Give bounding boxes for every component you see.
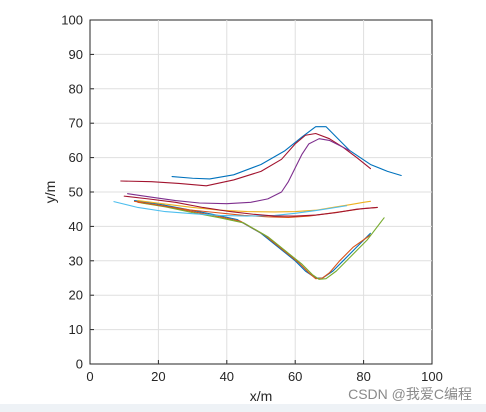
trajectory-line-3 xyxy=(127,138,351,205)
y-tick-label: 100 xyxy=(61,13,83,28)
x-tick-label: 60 xyxy=(288,369,302,384)
y-axis-label: y/m xyxy=(42,181,58,204)
x-axis-label: x/m xyxy=(250,388,273,404)
y-tick-label: 20 xyxy=(69,288,83,303)
trajectory-line-1 xyxy=(171,126,402,180)
y-tick-label: 90 xyxy=(69,47,83,62)
bottom-strip xyxy=(0,404,486,412)
y-ticks: 0 10 20 30 40 50 60 70 80 90 100 xyxy=(61,13,94,372)
trajectory-line-10 xyxy=(123,195,378,217)
watermark: CSDN @我爱C编程 xyxy=(348,386,472,402)
grid xyxy=(90,20,432,364)
y-tick-label: 60 xyxy=(69,150,83,165)
y-tick-label: 10 xyxy=(69,322,83,337)
trajectory-line-9 xyxy=(113,201,348,217)
x-ticks: 0 20 40 60 80 100 xyxy=(86,360,443,384)
x-tick-label: 40 xyxy=(220,369,234,384)
y-tick-label: 70 xyxy=(69,116,83,131)
y-tick-label: 80 xyxy=(69,81,83,96)
y-tick-label: 50 xyxy=(69,185,83,200)
x-tick-label: 20 xyxy=(151,369,165,384)
y-tick-label: 30 xyxy=(69,253,83,268)
x-tick-label: 100 xyxy=(421,369,443,384)
y-tick-label: 40 xyxy=(69,219,83,234)
x-tick-label: 80 xyxy=(356,369,370,384)
x-tick-label: 0 xyxy=(86,369,93,384)
trajectory-line-5 xyxy=(137,201,371,280)
y-tick-label: 0 xyxy=(76,357,83,372)
series-group xyxy=(113,126,402,280)
trajectory-line-7 xyxy=(137,200,371,213)
